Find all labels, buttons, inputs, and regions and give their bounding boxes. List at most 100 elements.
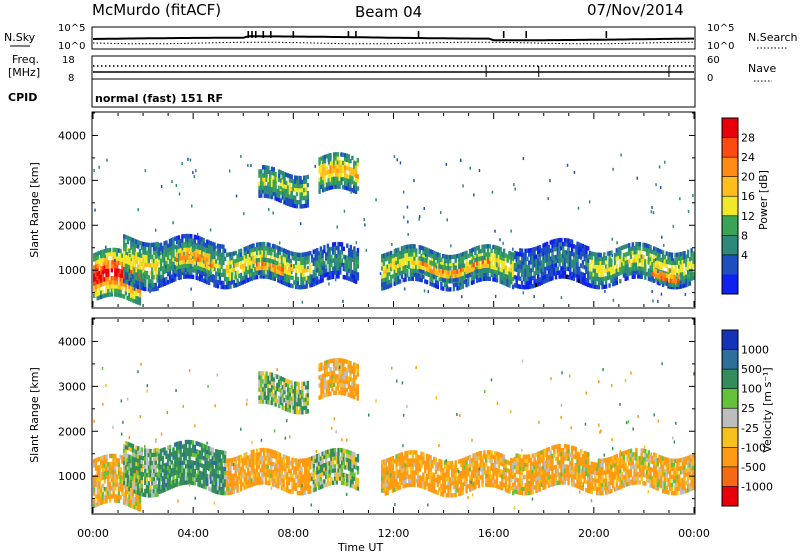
data-cell: [349, 175, 352, 180]
data-cell: [321, 451, 324, 456]
data-cell: [340, 164, 343, 169]
data-cell: [278, 173, 281, 178]
scatter-point: [502, 241, 504, 245]
data-cell: [599, 260, 602, 266]
data-cell: [128, 490, 131, 495]
data-cell: [332, 160, 336, 165]
data-cell: [472, 262, 475, 268]
data-cell: [188, 468, 191, 473]
data-cell: [265, 177, 268, 182]
data-cell: [506, 258, 509, 263]
data-cell: [151, 452, 154, 458]
scatter-point: [137, 208, 139, 212]
data-cell: [119, 483, 122, 488]
data-cell: [664, 277, 667, 282]
data-cell: [200, 475, 204, 480]
data-cell: [183, 456, 186, 461]
data-cell: [692, 259, 695, 264]
data-cell: [438, 261, 441, 266]
data-cell: [135, 477, 138, 483]
data-cell: [158, 461, 161, 466]
data-cell: [302, 260, 305, 265]
data-cell: [681, 251, 684, 256]
data-cell: [263, 460, 266, 465]
data-cell: [211, 447, 214, 453]
data-cell: [225, 268, 229, 274]
data-cell: [296, 466, 300, 471]
data-cell: [149, 464, 152, 470]
data-cell: [331, 180, 334, 186]
data-cell: [526, 272, 529, 278]
data-cell: [332, 250, 335, 255]
data-cell: [263, 165, 266, 170]
data-cell: [398, 279, 402, 284]
data-cell: [349, 167, 352, 172]
data-cell: [342, 472, 345, 478]
data-cell: [202, 448, 205, 453]
scatter-point: [334, 278, 337, 282]
data-cell: [188, 472, 191, 477]
data-cell: [105, 454, 108, 459]
data-cell: [130, 471, 133, 476]
data-cell: [617, 271, 620, 276]
data-cell: [190, 440, 193, 445]
data-cell: [232, 473, 236, 478]
data-cell: [255, 456, 259, 461]
data-cell: [686, 269, 690, 275]
data-cell: [154, 254, 157, 259]
data-cell: [174, 276, 177, 282]
data-cell: [323, 179, 327, 184]
data-cell: [298, 285, 301, 290]
data-cell: [645, 247, 649, 252]
scatter-point: [262, 272, 265, 276]
data-cell: [289, 489, 292, 494]
data-cell: [131, 480, 135, 485]
data-cell: [497, 246, 500, 251]
data-cell: [332, 164, 336, 169]
data-cell: [268, 246, 271, 252]
data-cell: [243, 477, 246, 482]
data-cell: [232, 457, 236, 462]
data-cell: [163, 261, 166, 266]
data-cell: [241, 280, 245, 285]
data-cell: [215, 457, 218, 462]
data-cell: [241, 470, 245, 475]
data-cell: [186, 480, 189, 485]
data-cell: [144, 472, 147, 477]
data-cell: [617, 267, 620, 272]
data-cell: [222, 268, 225, 274]
data-cell: [105, 268, 108, 274]
data-cell: [517, 276, 520, 281]
data-cell: [172, 249, 175, 254]
data-cell: [216, 457, 220, 463]
data-cell: [94, 260, 98, 265]
data-cell: [309, 489, 312, 494]
data-cell: [520, 256, 524, 261]
data-cell: [209, 463, 213, 468]
data-cell: [182, 247, 186, 252]
data-cell: [260, 177, 263, 182]
data-cell: [175, 239, 179, 245]
data-cell: [502, 280, 506, 286]
data-cell: [179, 242, 182, 248]
data-cell: [354, 267, 358, 272]
data-cell: [163, 281, 166, 286]
data-cell: [287, 282, 291, 288]
data-cell: [529, 272, 533, 277]
data-cell: [418, 264, 421, 269]
data-cell: [382, 285, 386, 291]
scatter-point: [661, 235, 663, 239]
data-cell: [131, 452, 135, 457]
data-cell: [183, 444, 186, 449]
data-cell: [115, 268, 119, 273]
data-cell: [124, 287, 128, 292]
data-cell: [123, 484, 126, 490]
data-cell: [128, 288, 131, 293]
data-cell: [234, 476, 237, 482]
data-cell: [440, 281, 443, 287]
data-cell: [175, 478, 179, 483]
data-cell: [388, 255, 391, 260]
data-cell: [592, 280, 595, 285]
data-cell: [289, 259, 292, 264]
data-cell: [301, 183, 304, 189]
